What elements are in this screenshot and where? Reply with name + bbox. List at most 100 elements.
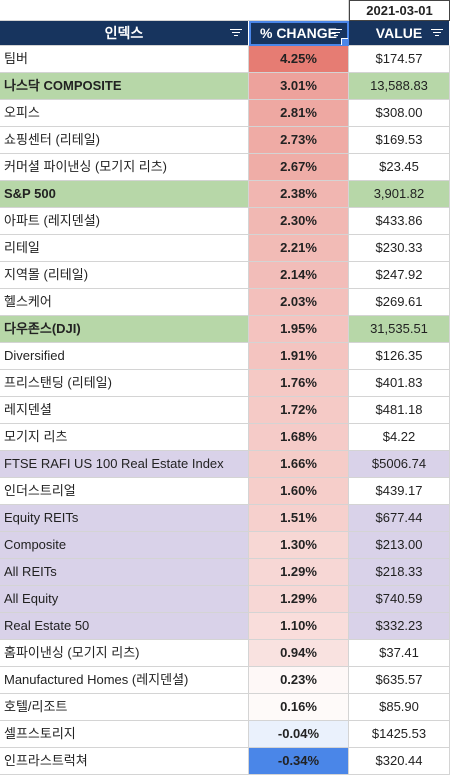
row-value-cell[interactable]: 31,535.51 — [349, 316, 450, 343]
row-change-cell[interactable]: 0.16% — [249, 694, 349, 721]
row-value-cell[interactable]: $433.86 — [349, 208, 450, 235]
row-change-cell[interactable]: 2.03% — [249, 289, 349, 316]
row-name-cell[interactable]: 헬스케어 — [0, 289, 249, 316]
row-value-cell[interactable]: $230.33 — [349, 235, 450, 262]
row-change-cell[interactable]: 3.01% — [249, 73, 349, 100]
row-value-cell[interactable]: $677.44 — [349, 505, 450, 532]
row-name-cell[interactable]: 리테일 — [0, 235, 249, 262]
row-name-cell[interactable]: 레지덴셜 — [0, 397, 249, 424]
date-cell[interactable]: 2021-03-01 — [349, 0, 450, 21]
row-change-cell[interactable]: 0.94% — [249, 640, 349, 667]
row-name-cell[interactable]: 호텔/리조트 — [0, 694, 249, 721]
table-row: 지역몰 (리테일) 2.14% $247.92 — [0, 262, 450, 289]
row-value-cell[interactable]: $439.17 — [349, 478, 450, 505]
row-name-cell[interactable]: 인프라스트럭쳐 — [0, 748, 249, 775]
row-value-cell[interactable]: $23.45 — [349, 154, 450, 181]
row-change-cell[interactable]: 2.38% — [249, 181, 349, 208]
row-value-cell[interactable]: $1425.53 — [349, 721, 450, 748]
filter-icon[interactable] — [431, 29, 443, 38]
row-value-cell[interactable]: $308.00 — [349, 100, 450, 127]
column-header-value[interactable]: VALUE — [349, 21, 450, 46]
row-change-cell[interactable]: 2.81% — [249, 100, 349, 127]
row-change-cell[interactable]: 1.72% — [249, 397, 349, 424]
row-value-cell[interactable]: $213.00 — [349, 532, 450, 559]
table-row: 모기지 리츠 1.68% $4.22 — [0, 424, 450, 451]
row-change-cell[interactable]: 2.30% — [249, 208, 349, 235]
row-change-cell[interactable]: 1.91% — [249, 343, 349, 370]
row-change-cell[interactable]: 4.25% — [249, 46, 349, 73]
filter-icon[interactable] — [230, 29, 242, 38]
row-value-cell[interactable]: $635.57 — [349, 667, 450, 694]
row-name-cell[interactable]: 모기지 리츠 — [0, 424, 249, 451]
table-row: 헬스케어 2.03% $269.61 — [0, 289, 450, 316]
row-value-cell[interactable]: $85.90 — [349, 694, 450, 721]
row-change-cell[interactable]: -0.04% — [249, 721, 349, 748]
table-row: 쇼핑센터 (리테일) 2.73% $169.53 — [0, 127, 450, 154]
row-name-cell[interactable]: FTSE RAFI US 100 Real Estate Index — [0, 451, 249, 478]
column-header-change[interactable]: % CHANGE — [249, 21, 349, 46]
row-change-cell[interactable]: -0.34% — [249, 748, 349, 775]
row-value-cell[interactable]: $174.57 — [349, 46, 450, 73]
row-value-cell[interactable]: $5006.74 — [349, 451, 450, 478]
selection-handle[interactable] — [341, 38, 348, 45]
row-name-cell[interactable]: 쇼핑센터 (리테일) — [0, 127, 249, 154]
empty-cell[interactable] — [0, 0, 349, 21]
row-change-cell[interactable]: 0.23% — [249, 667, 349, 694]
row-name-cell[interactable]: 홈파이낸싱 (모기지 리츠) — [0, 640, 249, 667]
row-name-cell[interactable]: Manufactured Homes (레지덴셜) — [0, 667, 249, 694]
row-change-cell[interactable]: 1.60% — [249, 478, 349, 505]
table-row: S&P 500 2.38% 3,901.82 — [0, 181, 450, 208]
row-change-cell[interactable]: 1.66% — [249, 451, 349, 478]
row-change-cell[interactable]: 1.76% — [249, 370, 349, 397]
row-name-cell[interactable]: 셀프스토리지 — [0, 721, 249, 748]
row-value-cell[interactable]: $269.61 — [349, 289, 450, 316]
row-change-cell[interactable]: 2.14% — [249, 262, 349, 289]
row-value-cell[interactable]: $481.18 — [349, 397, 450, 424]
row-name-cell[interactable]: 아파트 (레지덴셜) — [0, 208, 249, 235]
row-value-cell[interactable]: $247.92 — [349, 262, 450, 289]
row-name-cell[interactable]: 나스닥 COMPOSITE — [0, 73, 249, 100]
table-row: All Equity 1.29% $740.59 — [0, 586, 450, 613]
row-value-cell[interactable]: $320.44 — [349, 748, 450, 775]
column-header-index[interactable]: 인덱스 — [0, 21, 249, 46]
row-change-cell[interactable]: 2.73% — [249, 127, 349, 154]
row-name-cell[interactable]: All Equity — [0, 586, 249, 613]
row-value-cell[interactable]: $126.35 — [349, 343, 450, 370]
row-value-cell[interactable]: 13,588.83 — [349, 73, 450, 100]
row-name-cell[interactable]: S&P 500 — [0, 181, 249, 208]
row-value-cell[interactable]: $218.33 — [349, 559, 450, 586]
table-row: 나스닥 COMPOSITE 3.01% 13,588.83 — [0, 73, 450, 100]
row-name-cell[interactable]: 지역몰 (리테일) — [0, 262, 249, 289]
row-name-cell[interactable]: Equity REITs — [0, 505, 249, 532]
row-value-cell[interactable]: 3,901.82 — [349, 181, 450, 208]
row-value-cell[interactable]: $332.23 — [349, 613, 450, 640]
row-name-cell[interactable]: 다우존스(DJI) — [0, 316, 249, 343]
row-change-cell[interactable]: 2.21% — [249, 235, 349, 262]
row-change-cell[interactable]: 1.29% — [249, 559, 349, 586]
row-value-cell[interactable]: $37.41 — [349, 640, 450, 667]
row-name-cell[interactable]: Real Estate 50 — [0, 613, 249, 640]
table-row: 커머셜 파이낸싱 (모기지 리츠) 2.67% $23.45 — [0, 154, 450, 181]
row-value-cell[interactable]: $401.83 — [349, 370, 450, 397]
table-row: Manufactured Homes (레지덴셜) 0.23% $635.57 — [0, 667, 450, 694]
row-name-cell[interactable]: 팀버 — [0, 46, 249, 73]
row-change-cell[interactable]: 2.67% — [249, 154, 349, 181]
row-value-cell[interactable]: $4.22 — [349, 424, 450, 451]
row-name-cell[interactable]: 인더스트리얼 — [0, 478, 249, 505]
row-name-cell[interactable]: Diversified — [0, 343, 249, 370]
row-name-cell[interactable]: 오피스 — [0, 100, 249, 127]
row-name-cell[interactable]: All REITs — [0, 559, 249, 586]
row-change-cell[interactable]: 1.10% — [249, 613, 349, 640]
row-value-cell[interactable]: $169.53 — [349, 127, 450, 154]
row-value-cell[interactable]: $740.59 — [349, 586, 450, 613]
row-change-cell[interactable]: 1.68% — [249, 424, 349, 451]
row-change-cell[interactable]: 1.95% — [249, 316, 349, 343]
row-name-cell[interactable]: Composite — [0, 532, 249, 559]
filter-icon[interactable] — [330, 29, 342, 38]
row-name-cell[interactable]: 커머셜 파이낸싱 (모기지 리츠) — [0, 154, 249, 181]
column-header-change-label: % CHANGE — [259, 25, 337, 41]
row-change-cell[interactable]: 1.30% — [249, 532, 349, 559]
row-name-cell[interactable]: 프리스탠딩 (리테일) — [0, 370, 249, 397]
row-change-cell[interactable]: 1.29% — [249, 586, 349, 613]
row-change-cell[interactable]: 1.51% — [249, 505, 349, 532]
